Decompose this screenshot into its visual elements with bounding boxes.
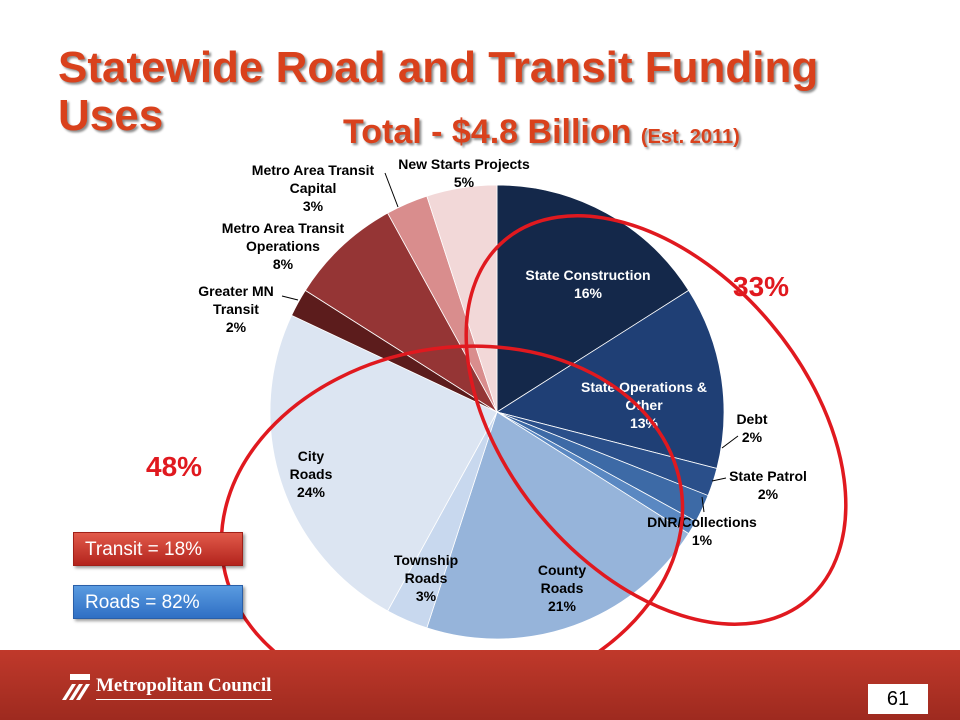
pie-slices (269, 184, 725, 640)
slice-label-county-roads: County Roads 21% (538, 562, 586, 614)
roads-share-box: Roads = 82% (73, 585, 243, 619)
title-line-1: Statewide Road and Transit Funding (58, 43, 819, 92)
metropolitan-council-logo-icon (62, 674, 90, 700)
leader-line-state-patrol (711, 477, 727, 482)
leader-lines (281, 172, 739, 513)
slice-label-township-roads: Township Roads 3% (394, 552, 458, 604)
slide-title: Statewide Road and Transit Funding Uses (58, 44, 818, 140)
slice-label-state-patrol: State Patrol 2% (729, 468, 807, 502)
logo-underline (96, 699, 272, 700)
slice-label-new-starts-projects: New Starts Projects 5% (398, 156, 530, 190)
slice-label-greater-mn-transit: Greater MN Transit 2% (198, 283, 273, 335)
slice-label-state-construction: State Construction 16% (525, 267, 650, 301)
subtitle-estimate: (Est. 2011) (640, 126, 740, 148)
leader-line-metro-area-transit-capital (384, 172, 399, 208)
page-number: 61 (868, 684, 928, 714)
leader-line-dnr-collections (701, 496, 705, 513)
pie-slice-metro-area-transit-operations (304, 212, 498, 413)
pie-slice-state-operations-other (496, 289, 725, 469)
state-group-percent: 33% (733, 271, 789, 302)
subtitle-total: Total - $4.8 Billion (343, 113, 632, 151)
title-line-2: Uses (58, 91, 164, 140)
slice-label-dnr-collections: DNR/Collections 1% (647, 514, 757, 548)
pie-slice-county-roads (426, 411, 690, 640)
slice-label-debt: Debt 2% (736, 411, 767, 445)
slice-label-metro-area-transit-capital: Metro Area Transit Capital 3% (252, 162, 375, 214)
pie-slice-new-starts-projects (426, 184, 498, 413)
transit-share-box: Transit = 18% (73, 532, 243, 566)
pie-slice-city-roads (269, 314, 498, 612)
slide-subtitle: Total - $4.8 Billion (Est. 2011) (343, 112, 740, 157)
leader-line-debt (721, 435, 739, 449)
leader-line-greater-mn-transit (281, 295, 299, 301)
roads-group-percent: 48% (146, 451, 202, 482)
funding-pie-chart: State Construction 16%State Operations & O… (146, 156, 848, 650)
slice-label-city-roads: City Roads 24% (290, 448, 333, 500)
slice-label-metro-area-transit-operations: Metro Area Transit Operations 8% (222, 220, 345, 272)
organization-name: Metropolitan Council (96, 675, 272, 696)
footer-band (0, 650, 960, 720)
